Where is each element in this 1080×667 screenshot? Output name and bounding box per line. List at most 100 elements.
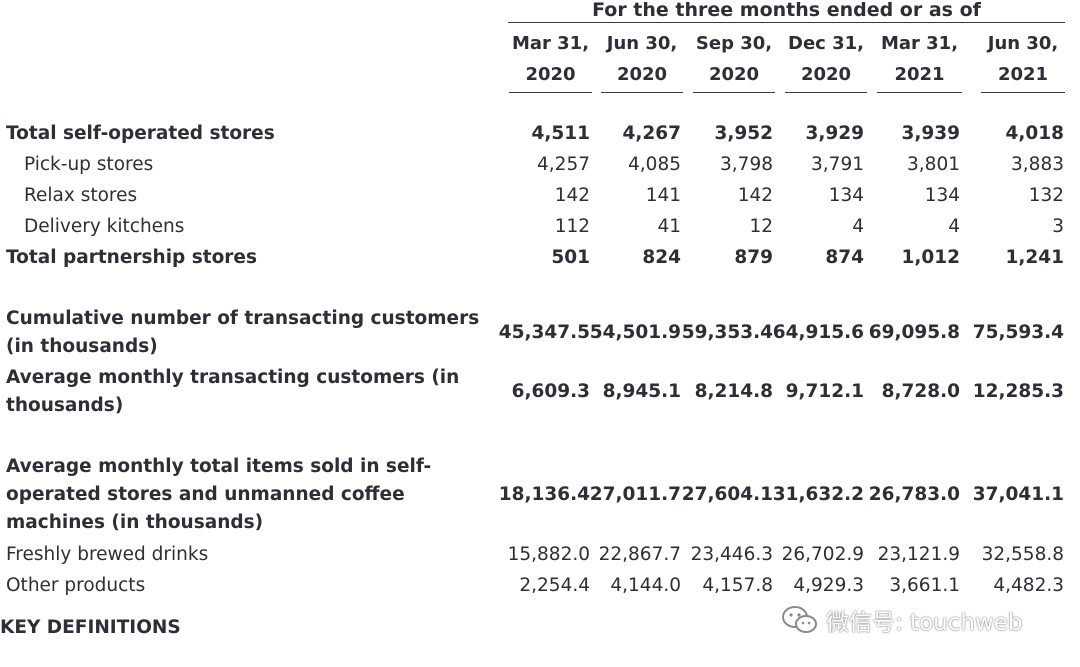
table-cell: 59,353.4 xyxy=(681,322,773,343)
table-row: Average monthly total items sold in self… xyxy=(0,453,1080,537)
table-cell: 37,041.1 xyxy=(972,484,1064,505)
table-cell: 6,609.3 xyxy=(511,381,590,402)
table-cell: 69,095.8 xyxy=(868,322,960,343)
column-header-month: Mar 31, xyxy=(880,33,959,54)
row-label: thousands) xyxy=(6,395,124,416)
period-group-header: For the three months ended or as of xyxy=(508,0,1065,23)
row-label: Total partnership stores xyxy=(6,247,257,268)
table-cell: 4,018 xyxy=(1005,123,1064,144)
column-header-year: 2021 xyxy=(997,64,1049,85)
wechat-icon xyxy=(782,606,817,633)
row-label: Freshly brewed drinks xyxy=(6,544,209,565)
row-label: Total self-operated stores xyxy=(6,123,275,144)
table-cell: 8,214.8 xyxy=(694,381,773,402)
table-cell: 4 xyxy=(852,216,864,237)
table-cell: 23,121.9 xyxy=(877,544,960,565)
column-header: Dec 31, 2020 xyxy=(785,28,867,93)
table-cell: 45,347.5 xyxy=(498,322,590,343)
table-cell: 4,482.3 xyxy=(993,575,1064,596)
watermark: 微信号: touchweb xyxy=(780,602,1023,638)
table-cell: 501 xyxy=(551,247,590,268)
table-cell: 4,511 xyxy=(531,123,590,144)
table-row: Total partnership stores 501 824 879 874 1,01… xyxy=(0,244,1080,272)
column-header-year: 2020 xyxy=(616,64,668,85)
table-row: Relax stores 142 141 142 134 134 132 xyxy=(0,182,1080,210)
table-row: Freshly brewed drinks 15,882.0 22,867.7 23,… xyxy=(0,541,1080,569)
table-cell: 132 xyxy=(1028,185,1064,206)
table-row: Cumulative number of transacting custome… xyxy=(0,305,1080,361)
table-cell: 54,501.9 xyxy=(589,322,681,343)
table-cell: 1,241 xyxy=(1005,247,1064,268)
table-cell: 1,012 xyxy=(901,247,960,268)
table-row: Other products 2,254.4 4,144.0 4,157.8 4,929… xyxy=(0,572,1080,600)
table-cell: 4,144.0 xyxy=(610,575,681,596)
column-header-month: Jun 30, xyxy=(606,33,678,54)
table-cell: 3,883 xyxy=(1011,154,1064,175)
column-header-year: 2020 xyxy=(708,64,760,85)
table-row: Pick-up stores 4,257 4,085 3,798 3,791 3,801 3… xyxy=(0,151,1080,179)
row-label: Pick-up stores xyxy=(24,154,154,175)
table-row: Total self-operated stores 4,511 4,267 3,95… xyxy=(0,120,1080,148)
table-cell: 12,285.3 xyxy=(972,381,1064,402)
table-cell: 3,952 xyxy=(714,123,773,144)
row-label: Other products xyxy=(6,575,146,596)
table-row: Delivery kitchens 112 41 12 4 4 3 xyxy=(0,213,1080,241)
table-cell: 3,939 xyxy=(901,123,960,144)
column-header-month: Sep 30, xyxy=(695,33,773,54)
column-header-month: Dec 31, xyxy=(788,33,864,54)
table-cell: 112 xyxy=(554,216,590,237)
column-header: Mar 31, 2021 xyxy=(877,28,962,93)
table-cell: 142 xyxy=(737,185,773,206)
column-header: Jun 30, 2021 xyxy=(981,28,1065,93)
watermark-text: 微信号: touchweb xyxy=(826,610,1023,636)
table-cell: 141 xyxy=(645,185,681,206)
table-cell: 4,929.3 xyxy=(793,575,864,596)
column-header-month: Mar 31, xyxy=(511,33,590,54)
row-label: operated stores and unmanned coffee xyxy=(6,484,405,505)
table-cell: 134 xyxy=(828,185,864,206)
column-header: Mar 31, 2020 xyxy=(509,28,592,93)
table-cell: 134 xyxy=(924,185,960,206)
table-cell: 4,257 xyxy=(537,154,590,175)
row-label: Relax stores xyxy=(24,185,138,206)
row-label: Delivery kitchens xyxy=(24,216,185,237)
table-cell: 3,661.1 xyxy=(889,575,960,596)
table-cell: 15,882.0 xyxy=(507,544,590,565)
table-cell: 3,801 xyxy=(907,154,960,175)
column-header-year: 2021 xyxy=(894,64,945,85)
table-cell: 31,632.2 xyxy=(772,484,864,505)
table-cell: 874 xyxy=(825,247,864,268)
table-cell: 3,929 xyxy=(805,123,864,144)
table-cell: 22,867.7 xyxy=(598,544,681,565)
column-header: Sep 30, 2020 xyxy=(693,28,775,93)
table-cell: 4 xyxy=(948,216,960,237)
table-cell: 18,136.4 xyxy=(498,484,590,505)
table-cell: 3,798 xyxy=(720,154,773,175)
table-cell: 75,593.4 xyxy=(972,322,1064,343)
table-cell: 142 xyxy=(554,185,590,206)
table-cell: 23,446.3 xyxy=(690,544,773,565)
row-label: (in thousands) xyxy=(6,336,158,357)
table-cell: 2,254.4 xyxy=(519,575,590,596)
table-cell: 824 xyxy=(642,247,681,268)
row-label: machines (in thousands) xyxy=(6,512,264,533)
table-cell: 8,945.1 xyxy=(602,381,681,402)
row-label: Average monthly transacting customers (i… xyxy=(6,367,460,388)
table-cell: 8,728.0 xyxy=(881,381,960,402)
table-cell: 4,157.8 xyxy=(702,575,773,596)
table-cell: 64,915.6 xyxy=(772,322,864,343)
table-cell: 32,558.8 xyxy=(981,544,1064,565)
table-cell: 27,011.7 xyxy=(589,484,681,505)
key-definitions-heading: KEY DEFINITIONS xyxy=(0,617,181,638)
table-cell: 879 xyxy=(734,247,773,268)
table-cell: 3,791 xyxy=(811,154,864,175)
table-cell: 4,267 xyxy=(622,123,681,144)
column-header-month: Jun 30, xyxy=(987,33,1059,54)
table-cell: 26,702.9 xyxy=(781,544,864,565)
table-cell: 26,783.0 xyxy=(868,484,960,505)
row-label: Cumulative number of transacting custome… xyxy=(6,308,480,329)
table-cell: 9,712.1 xyxy=(785,381,864,402)
column-header-year: 2020 xyxy=(525,64,576,85)
table-cell: 3 xyxy=(1052,216,1064,237)
table-cell: 27,604.1 xyxy=(681,484,773,505)
